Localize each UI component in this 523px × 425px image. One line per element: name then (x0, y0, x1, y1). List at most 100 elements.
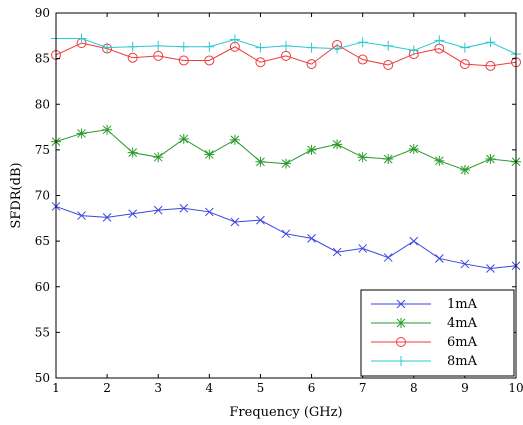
data-point (127, 147, 138, 158)
data-point (383, 154, 394, 164)
legend-item: 4mA (371, 316, 478, 331)
legend-item: 6mA (371, 335, 478, 350)
legend-label: 4mA (447, 316, 478, 331)
data-point (179, 203, 189, 213)
data-point (357, 152, 368, 163)
data-point (281, 50, 291, 61)
series-1mA (51, 202, 521, 273)
data-point (485, 37, 496, 48)
data-point (383, 40, 394, 51)
legend-box (360, 289, 515, 377)
data-point (230, 217, 240, 227)
data-point (178, 55, 189, 66)
data-point (357, 54, 368, 65)
data-point (434, 254, 444, 263)
series-4mA (51, 124, 521, 175)
data-point (178, 133, 189, 144)
data-point (204, 149, 215, 160)
data-point (306, 144, 317, 155)
data-point (229, 34, 240, 45)
data-point (204, 55, 215, 66)
axis-layer: 1 2 3 4 5 6 7 8 9 10 50 55 60 65 70 75 80 85 90 (35, 6, 523, 395)
data-point (255, 156, 266, 167)
data-point (460, 259, 470, 269)
x-axis-label: Frequency (GHz) (229, 405, 342, 420)
data-point (102, 42, 113, 53)
data-point (332, 43, 343, 54)
data-point (459, 42, 470, 53)
data-point (307, 234, 316, 243)
x-tick-label: 2 (103, 381, 111, 395)
data-point (153, 40, 164, 51)
data-point (459, 164, 470, 175)
data-point (102, 213, 112, 222)
data-point (306, 59, 317, 70)
data-point (358, 244, 368, 253)
data-point (77, 211, 86, 220)
data-point (76, 128, 87, 139)
data-point (76, 33, 87, 44)
y-tick-label: 65 (35, 234, 50, 248)
y-axis-label: SFDR(dB) (9, 162, 24, 228)
x-tick-label: 7 (359, 381, 367, 395)
legend-label: 8mA (447, 354, 478, 369)
data-point (153, 50, 164, 61)
data-point (128, 209, 138, 219)
data-point (102, 124, 113, 135)
plot-frame (55, 12, 517, 379)
data-point (332, 247, 342, 257)
data-point (229, 134, 240, 145)
x-tick-label: 6 (308, 381, 316, 395)
data-point (178, 41, 189, 52)
data-point (255, 57, 266, 68)
data-point (485, 154, 496, 164)
legend-item: 8mA (371, 354, 478, 369)
data-point (408, 143, 419, 154)
data-point (485, 60, 496, 71)
legend-label: 6mA (447, 335, 478, 350)
y-tick-label: 70 (35, 189, 50, 203)
data-point (204, 41, 215, 52)
data-point (281, 40, 291, 51)
data-point (127, 41, 138, 52)
data-point (281, 229, 291, 239)
data-point (306, 42, 317, 53)
x-tick-label: 9 (461, 381, 469, 395)
y-tick-label: 85 (35, 52, 50, 66)
y-tick-label: 80 (35, 97, 50, 111)
y-tick-label: 60 (35, 280, 50, 294)
y-tick-label: 90 (35, 6, 50, 20)
data-point (127, 52, 138, 63)
data-point (486, 264, 495, 273)
x-tick-label: 10 (508, 381, 523, 395)
data-point (332, 139, 343, 150)
x-tick-label: 3 (154, 381, 162, 395)
data-point (255, 42, 266, 53)
x-tick-label: 4 (206, 381, 214, 395)
series-layer (51, 33, 521, 273)
legend: 1mA 4mA 6mA 8mA (360, 289, 515, 377)
data-point (153, 205, 163, 215)
data-point (459, 59, 470, 70)
data-point (383, 253, 393, 262)
x-tick-label: 1 (52, 381, 60, 395)
data-point (256, 215, 265, 225)
data-point (434, 155, 445, 166)
y-tick-label: 55 (35, 325, 50, 339)
series-line (55, 42, 517, 67)
data-point (153, 152, 164, 163)
x-tick-label: 5 (257, 381, 265, 395)
y-tick-label: 50 (35, 371, 50, 385)
legend-item: 1mA (371, 297, 478, 312)
data-point (409, 236, 419, 246)
data-point (383, 60, 394, 71)
data-point (204, 207, 214, 217)
data-point (281, 158, 291, 169)
y-tick-label: 75 (35, 143, 50, 157)
data-point (357, 37, 368, 48)
legend-label: 1mA (447, 297, 478, 312)
data-point (434, 35, 445, 46)
x-tick-label: 8 (410, 381, 418, 395)
data-point (408, 45, 419, 56)
